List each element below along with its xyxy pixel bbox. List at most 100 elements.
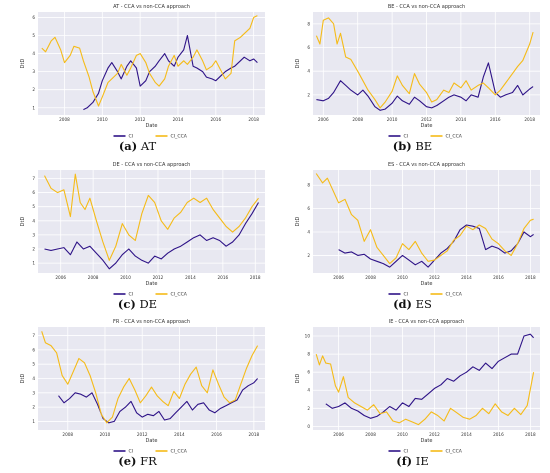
y-tick-label: 6 [32, 15, 35, 20]
y-tick-label: 3 [32, 232, 35, 237]
plot-area [38, 170, 265, 273]
caption-letter: (f) [396, 454, 413, 468]
x-tick-label: 2016 [210, 117, 221, 122]
x-tick-label: 2006 [333, 432, 344, 437]
x-tick-label: 2018 [248, 117, 259, 122]
y-axis-label: DtD [20, 59, 26, 69]
caption-country: BE [415, 139, 433, 153]
y-tick-label: 8 [307, 183, 310, 188]
series-line-ci-cca [41, 331, 259, 424]
legend-label-ci: CI [129, 449, 134, 455]
y-tick-label: 4 [307, 388, 310, 393]
y-tick-label: 2 [307, 253, 310, 258]
x-tick-label: 2016 [493, 432, 504, 437]
panel-es: ES - CCA vs non-CCA approach 2006 2008 2010… [275, 158, 550, 316]
legend-label-ci-cca: CI_CCA [171, 292, 188, 298]
x-tick-label: 2008 [365, 432, 376, 437]
caption-country: FR [140, 454, 157, 468]
y-axis-label: DtD [295, 59, 301, 69]
x-tick-label: 2016 [218, 275, 229, 280]
x-tick-label: 2016 [211, 432, 222, 437]
x-tick-label: 2012 [421, 117, 432, 122]
y-axis-label: DtD [295, 374, 301, 384]
x-tick-label: 2010 [397, 275, 408, 280]
x-axis-label: Date [146, 123, 158, 129]
y-tick-label: 4 [32, 218, 35, 223]
y-tick-label: 2 [32, 87, 35, 92]
chart-title: IE - CCA vs non-CCA approach [389, 319, 464, 325]
panel-de: DE - CCA vs non-CCA approach 2006 2008 2010… [0, 158, 275, 316]
y-tick-label: 10 [305, 334, 311, 339]
legend-label-ci-cca: CI_CCA [171, 134, 188, 140]
caption-ie: (f) IE [275, 454, 550, 468]
y-tick-label: 4 [307, 230, 310, 235]
series-line-ci [316, 62, 534, 111]
y-tick-label: 1 [32, 105, 35, 110]
y-tick-label: 8 [307, 21, 310, 26]
x-tick-label: 2008 [365, 275, 376, 280]
x-tick-label: 2010 [97, 117, 108, 122]
caption-de: (c) DE [0, 297, 275, 311]
y-axis-label: DtD [295, 217, 301, 227]
caption-fr: (e) FR [0, 454, 275, 468]
y-tick-label: 6 [32, 347, 35, 352]
y-tick-label: 2 [307, 92, 310, 97]
series-line-ci-cca [41, 15, 258, 107]
y-axis-label: DtD [20, 374, 26, 384]
chart-de: DE - CCA vs non-CCA approach 2006 2008 2010… [20, 162, 265, 298]
chart-fr: FR - CCA vs non-CCA approach 2008 2010 2012… [20, 319, 265, 455]
caption-letter: (a) [118, 139, 138, 153]
y-tick-label: 4 [32, 376, 35, 381]
x-tick-label: 2016 [490, 117, 501, 122]
caption-be: (b) BE [275, 139, 550, 153]
y-tick-label: 5 [32, 204, 35, 209]
y-tick-label: 6 [32, 190, 35, 195]
x-tick-label: 2006 [318, 117, 329, 122]
x-tick-label: 2018 [525, 275, 536, 280]
legend-label-ci-cca: CI_CCA [171, 449, 188, 455]
y-tick-label: 6 [307, 45, 310, 50]
x-tick-label: 2012 [429, 275, 440, 280]
y-tick-label: 1 [32, 261, 35, 266]
y-tick-label: 4 [307, 69, 310, 74]
y-tick-label: 7 [32, 333, 35, 338]
caption-at: (a) AT [0, 139, 275, 153]
y-tick-label: 5 [32, 33, 35, 38]
x-axis-label: Date [421, 438, 433, 444]
series-line-ci [44, 202, 259, 270]
caption-country: IE [415, 454, 429, 468]
caption-es: (d) ES [275, 297, 550, 311]
y-axis-label: DtD [20, 217, 26, 227]
chart-title: ES - CCA vs non-CCA approach [388, 162, 465, 168]
chart-title: AT - CCA vs non-CCA approach [113, 4, 190, 10]
series-line-ci [58, 378, 259, 424]
y-tick-label: 6 [307, 206, 310, 211]
x-tick-label: 2012 [429, 432, 440, 437]
legend-label-ci-cca: CI_CCA [446, 292, 463, 298]
legend-label-ci: CI [129, 292, 134, 298]
x-tick-label: 2012 [137, 432, 148, 437]
x-tick-label: 2014 [461, 275, 472, 280]
x-tick-label: 2014 [185, 275, 196, 280]
x-tick-label: 2014 [456, 117, 467, 122]
x-tick-label: 2014 [461, 432, 472, 437]
chart-title: FR - CCA vs non-CCA approach [113, 319, 190, 325]
y-tick-label: 3 [32, 390, 35, 395]
x-tick-label: 2010 [120, 275, 131, 280]
caption-country: ES [415, 297, 432, 311]
y-tick-label: 2 [307, 406, 310, 411]
caption-letter: (b) [392, 139, 412, 153]
y-tick-label: 1 [32, 419, 35, 424]
x-axis-label: Date [421, 281, 433, 287]
x-tick-label: 2008 [59, 117, 70, 122]
x-tick-label: 2012 [135, 117, 146, 122]
x-tick-label: 2014 [173, 117, 184, 122]
x-tick-label: 2008 [88, 275, 99, 280]
legend-label-ci: CI [129, 134, 134, 140]
series-line-ci [83, 34, 258, 111]
x-tick-label: 2006 [55, 275, 66, 280]
chart-es: ES - CCA vs non-CCA approach 2006 2008 2010… [295, 162, 540, 298]
x-tick-label: 2008 [352, 117, 363, 122]
caption-country: DE [139, 297, 158, 311]
y-tick-label: 6 [307, 370, 310, 375]
